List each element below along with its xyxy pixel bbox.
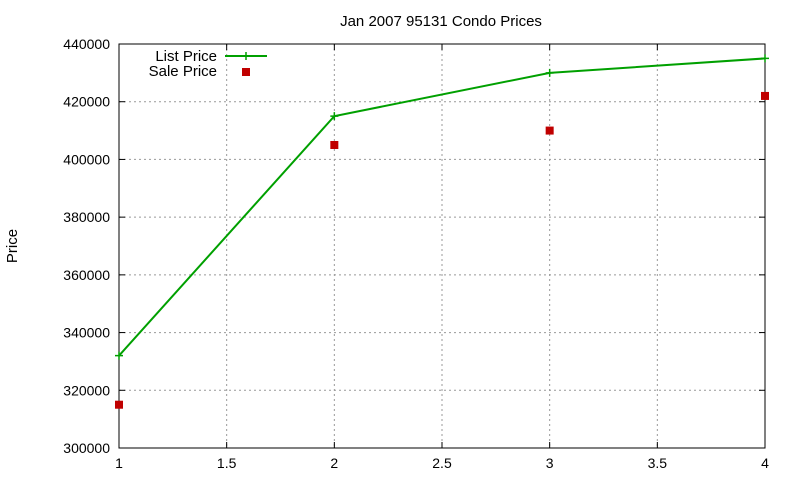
list-price-point [330,112,339,121]
x-tick-label: 2 [330,455,338,471]
y-tick-label: 440000 [63,36,110,52]
sale-price-point [761,91,769,100]
y-tick-label: 400000 [63,151,110,167]
list-price-point [761,54,769,63]
y-axis-label: Price [4,229,21,263]
legend-swatch-sale-price [242,68,250,76]
x-tick-label: 1 [115,455,123,471]
series-list-price [115,54,769,360]
y-tick-label: 420000 [63,94,110,110]
y-tick-label: 360000 [63,267,110,283]
y-tick-label: 340000 [63,325,110,341]
chart-title: Jan 2007 95131 Condo Prices [340,13,542,30]
list-price-line [118,57,766,357]
sale-price-point [115,400,123,409]
legend-label: List Price [155,48,217,65]
sale-price-point [545,126,554,135]
list-price-point [115,351,123,360]
y-tick-label: 300000 [63,440,110,456]
series-layer [115,54,769,409]
y-tick-label: 320000 [63,382,110,398]
sale-price-point [330,141,339,149]
x-tick-label: 1.5 [217,455,237,471]
axis-ticks: 1 1.5 2 2.5 3 3.5 4 300000 320000 340000 360000 380… [63,36,769,471]
y-tick-label: 380000 [63,209,110,225]
x-tick-label: 2.5 [432,455,452,471]
list-price-point [545,68,554,77]
series-sale-price [115,91,769,409]
x-tick-label: 3 [546,455,554,471]
x-tick-label: 3.5 [648,455,668,471]
x-tick-label: 4 [761,455,769,471]
legend-marker-list-price [242,52,250,60]
legend-label: Sale Price [149,63,217,80]
grid [119,44,765,448]
